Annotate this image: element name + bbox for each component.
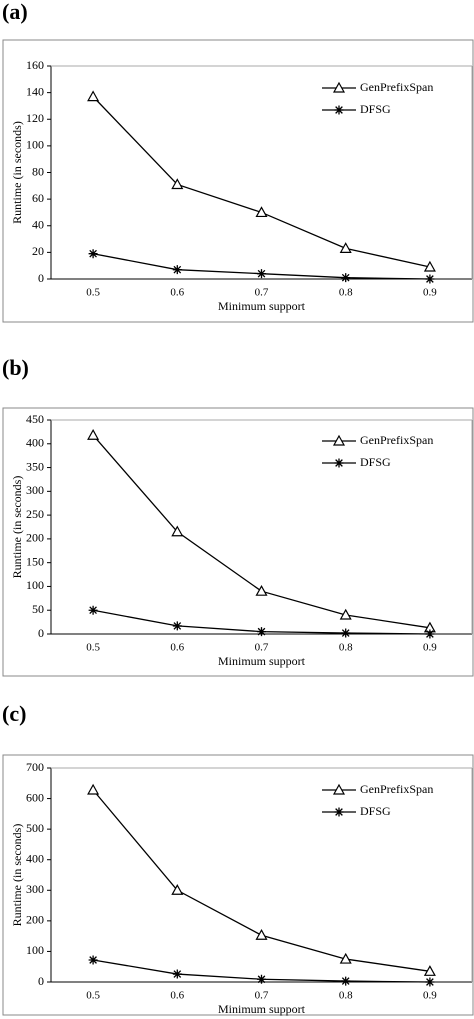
legend-marker (334, 458, 344, 468)
point (172, 969, 182, 979)
point (171, 525, 184, 537)
point (171, 178, 184, 190)
y-tick-label: 60 (32, 191, 44, 205)
point (425, 629, 435, 639)
x-tick-label: 0.5 (86, 287, 100, 299)
panel-label: (b) (2, 355, 29, 380)
y-tick-label: 200 (26, 531, 44, 545)
x-tick-label: 0.9 (423, 990, 437, 1002)
y-tick-label: 450 (26, 412, 44, 426)
x-tick-label: 0.5 (86, 642, 100, 654)
y-tick-label: 100 (26, 578, 44, 592)
x-tick-label: 0.8 (339, 642, 353, 654)
point (172, 621, 182, 631)
panel-frame (2, 39, 474, 323)
legend-label: DFSG (360, 455, 391, 469)
y-tick-label: 0 (38, 271, 44, 285)
x-tick-label: 0.9 (423, 642, 437, 654)
x-axis-label: Minimum support (218, 1002, 306, 1016)
y-tick-label: 0 (38, 974, 44, 988)
point (339, 242, 352, 253)
x-tick-label: 0.7 (255, 642, 269, 654)
point (425, 977, 435, 987)
y-tick-label: 0 (38, 626, 44, 640)
point (88, 955, 98, 965)
point (88, 249, 98, 259)
legend-marker (332, 434, 346, 446)
point (255, 206, 268, 218)
y-tick-label: 700 (26, 760, 44, 774)
x-tick-label: 0.9 (423, 287, 437, 299)
panel-frame (2, 754, 474, 1016)
y-tick-label: 300 (26, 882, 44, 896)
point (341, 273, 351, 283)
y-tick-label: 20 (32, 244, 44, 258)
point (172, 265, 182, 275)
x-tick-label: 0.6 (170, 287, 184, 299)
y-tick-label: 140 (26, 84, 44, 98)
point (425, 274, 435, 284)
point (341, 628, 351, 638)
legend-label: GenPrefixSpan (360, 80, 433, 94)
y-tick-label: 40 (32, 218, 44, 232)
panel-label: (c) (2, 701, 26, 726)
y-tick-label: 500 (26, 821, 44, 835)
x-tick-label: 0.6 (170, 990, 184, 1002)
y-tick-label: 100 (26, 138, 44, 152)
x-axis-label: Minimum support (218, 299, 306, 313)
point (88, 605, 98, 615)
point (255, 584, 268, 596)
y-tick-label: 350 (26, 459, 44, 473)
legend-marker (332, 81, 346, 93)
series-line (92, 96, 431, 268)
point (257, 627, 266, 637)
y-tick-label: 400 (26, 851, 44, 865)
y-axis-label: Runtime (in seconds) (10, 824, 24, 927)
panel-frame (2, 407, 474, 677)
point (255, 928, 268, 940)
point (257, 269, 266, 279)
y-tick-label: 300 (26, 483, 44, 497)
x-axis-label: Minimum support (218, 654, 306, 668)
legend-label: DFSG (360, 804, 391, 818)
y-tick-label: 120 (26, 111, 44, 125)
y-tick-label: 600 (26, 790, 44, 804)
x-tick-label: 0.7 (255, 287, 269, 299)
legend-marker (334, 807, 344, 817)
point (339, 608, 352, 620)
panel-label: (a) (2, 0, 28, 24)
y-tick-label: 200 (26, 913, 44, 927)
point (87, 783, 100, 795)
y-tick-label: 100 (26, 943, 44, 957)
point (339, 952, 352, 964)
point (87, 90, 100, 102)
x-tick-label: 0.6 (170, 642, 184, 654)
y-tick-label: 50 (32, 602, 44, 616)
legend-label: GenPrefixSpan (360, 433, 433, 447)
point (423, 260, 436, 272)
point (423, 965, 436, 976)
y-tick-label: 150 (26, 554, 44, 568)
y-axis-label: Runtime (in seconds) (10, 476, 24, 579)
y-tick-label: 80 (32, 164, 44, 178)
y-tick-label: 400 (26, 436, 44, 450)
y-axis-label: Runtime (in seconds) (10, 121, 24, 224)
point (87, 428, 100, 440)
x-tick-label: 0.5 (86, 990, 100, 1002)
point (341, 976, 351, 986)
point (171, 884, 184, 895)
point (257, 974, 266, 984)
x-tick-label: 0.7 (255, 990, 269, 1002)
x-tick-label: 0.8 (339, 287, 353, 299)
legend-label: GenPrefixSpan (360, 782, 433, 796)
y-tick-label: 250 (26, 507, 44, 521)
x-tick-label: 0.8 (339, 990, 353, 1002)
legend-marker (334, 105, 344, 115)
legend-marker (332, 783, 346, 795)
legend-label: DFSG (360, 102, 391, 116)
y-tick-label: 160 (26, 58, 44, 72)
